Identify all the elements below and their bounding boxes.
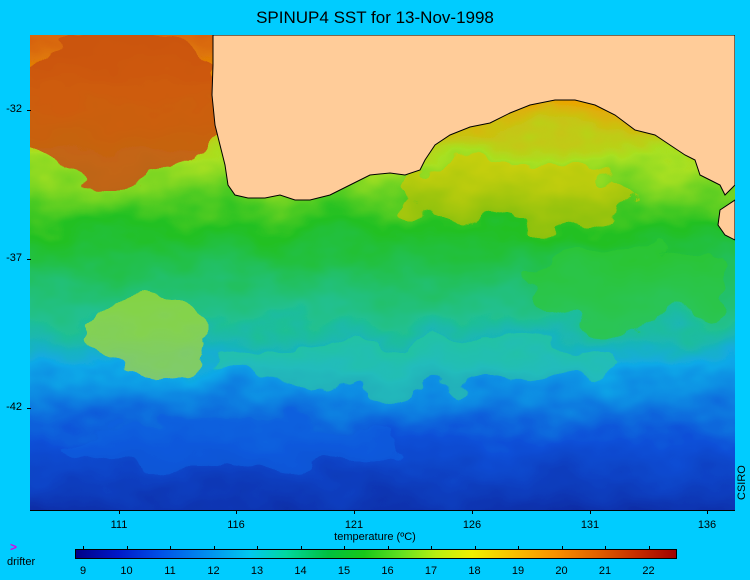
drifter-legend-label: drifter [7,556,36,568]
x-tick-mark [707,510,708,514]
colorbar-tick-label: 14 [294,565,307,577]
colorbar-title: temperature (ºC) [334,531,416,543]
colorbar-tick-label: 18 [468,565,481,577]
colorbar-tick-label: 15 [337,565,351,577]
y-tick-label: -37 [6,252,22,264]
x-tick-mark [236,510,237,514]
colorbar-tick-mark [605,546,606,549]
map-title: SPINUP4 SST for 13-Nov-1998 [256,8,494,27]
y-tick-label: -32 [6,103,22,115]
drifter-legend-icon: > [10,540,18,554]
sst-map [30,35,735,510]
colorbar-tick-label: 11 [164,565,176,577]
x-axis-line [30,510,735,511]
colorbar-tick-mark [474,546,476,549]
colorbar-tick-mark [518,546,519,549]
credit-label: CSIRO [736,465,748,500]
sst-field [30,35,735,510]
y-tick-mark [27,408,31,409]
x-tick-label: 121 [344,519,364,531]
colorbar-tick-mark [213,546,215,549]
colorbar-tick-mark [344,546,345,549]
colorbar-tick-mark [257,546,258,549]
y-tick-label: -42 [6,401,22,413]
x-tick-label: 131 [580,519,600,531]
colorbar-tick-label: 22 [642,565,655,577]
colorbar-tick-mark [300,546,302,549]
colorbar-tick-label: 17 [424,565,438,577]
colorbar-tick-label: 9 [79,565,87,577]
y-tick-mark [27,259,31,260]
colorbar-tick-mark [648,546,650,549]
colorbar-tick-label: 12 [207,565,220,577]
colorbar-tick-mark [387,546,389,549]
x-tick-mark [354,510,355,514]
colorbar-tick-label: 16 [381,565,394,577]
colorbar-tick-label: 19 [511,565,525,577]
colorbar-tick-label: 13 [250,565,264,577]
colorbar-tick-label: 21 [598,565,612,577]
colorbar-tick-mark [170,546,171,549]
x-tick-label: 136 [697,519,717,531]
colorbar-tick-label: 10 [120,565,133,577]
x-tick-mark [590,510,591,514]
colorbar-tick-label: 20 [555,565,568,577]
x-tick-mark [119,510,120,514]
colorbar-tick-mark [431,546,432,549]
colorbar-tick-mark [561,546,563,549]
y-tick-mark [27,110,31,111]
land-mass [211,35,735,201]
x-tick-label: 126 [462,519,482,531]
colorbar-tick-mark [126,546,128,549]
x-tick-label: 116 [227,519,245,531]
temperature-colorbar [75,549,677,559]
colorbar-tick-mark [83,546,84,549]
x-tick-mark [472,510,473,514]
x-tick-label: 111 [110,519,128,531]
